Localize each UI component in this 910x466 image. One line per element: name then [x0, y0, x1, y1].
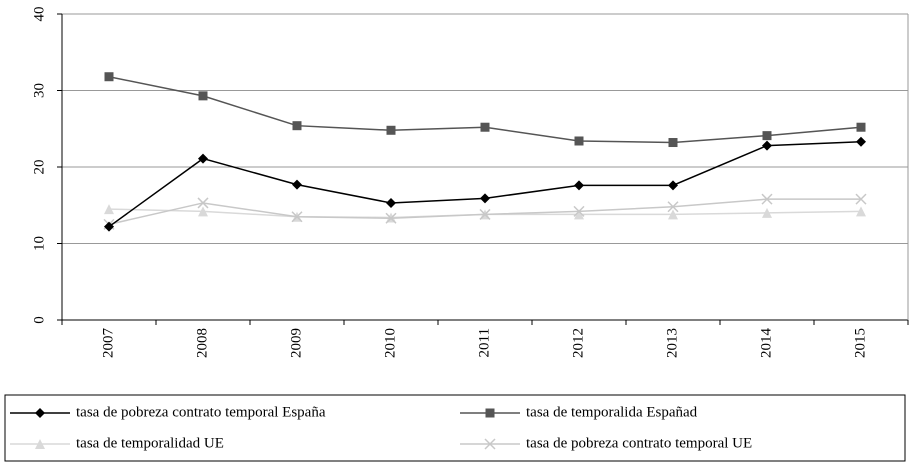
y-tick-label: 20 — [31, 160, 47, 175]
x-tick-label: 2009 — [288, 328, 304, 358]
legend-label: tasa de pobreza contrato temporal España — [76, 404, 326, 420]
marker — [386, 197, 396, 208]
marker — [762, 207, 772, 218]
legend-label: tasa de temporalidad UE — [76, 435, 224, 451]
y-tick-label: 10 — [31, 236, 47, 251]
y-tick-label: 30 — [31, 83, 47, 98]
x-tick-label: 2007 — [100, 328, 116, 359]
y-tick-label: 40 — [31, 7, 47, 22]
marker — [292, 179, 302, 190]
marker — [479, 208, 491, 220]
legend-box — [4, 394, 906, 462]
legend-label: tasa de pobreza contrato temporal UE — [526, 435, 752, 451]
x-tick-label: 2013 — [664, 328, 680, 358]
x-tick-label: 2010 — [382, 328, 398, 358]
marker — [484, 438, 496, 450]
marker — [104, 204, 114, 215]
marker — [855, 193, 867, 205]
marker — [668, 180, 678, 191]
marker — [35, 408, 45, 418]
marker — [762, 140, 772, 151]
marker — [480, 193, 490, 204]
marker — [291, 211, 303, 223]
marker — [574, 209, 584, 220]
marker — [198, 206, 208, 217]
marker — [761, 193, 773, 205]
x-tick-label: 2012 — [570, 328, 586, 358]
legend-label: tasa de temporalida Españad — [526, 404, 698, 420]
marker — [104, 221, 114, 232]
marker — [35, 439, 45, 449]
marker — [386, 125, 396, 135]
marker — [485, 408, 495, 418]
marker — [856, 206, 866, 217]
marker — [667, 201, 679, 213]
marker — [480, 122, 490, 132]
x-tick-label: 2011 — [476, 328, 492, 357]
marker — [856, 136, 866, 147]
marker — [573, 205, 585, 217]
x-tick-label: 2008 — [194, 328, 210, 358]
marker — [198, 153, 208, 164]
marker — [198, 91, 208, 101]
marker — [104, 72, 114, 82]
marker — [762, 131, 772, 141]
marker — [668, 209, 678, 220]
marker — [197, 197, 209, 209]
y-tick-label: 0 — [31, 316, 47, 324]
marker — [574, 180, 584, 191]
series-line — [108, 75, 862, 144]
marker — [856, 122, 866, 132]
x-tick-label: 2015 — [852, 328, 868, 358]
marker — [668, 138, 678, 148]
x-tick-label: 2014 — [758, 328, 774, 359]
marker — [574, 136, 584, 146]
marker — [385, 212, 397, 224]
marker — [292, 121, 302, 131]
